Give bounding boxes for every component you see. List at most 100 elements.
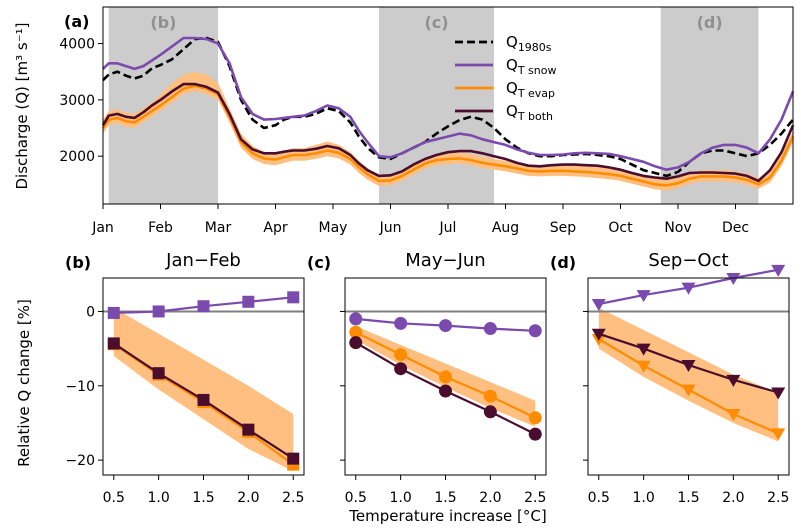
marker-qt-snow: [681, 282, 696, 295]
marker-qt-evap: [528, 411, 542, 425]
marker-qt-both: [528, 427, 542, 441]
marker-qt-snow: [591, 299, 606, 312]
temp-tick-label: 2.0: [479, 490, 501, 506]
month-label: Sep: [550, 220, 577, 236]
temp-tick-label: 2.0: [237, 490, 259, 506]
line-qt-evap: [101, 84, 795, 187]
temp-tick-label: 1.0: [633, 490, 655, 506]
discharge-tick-label: 2000: [59, 149, 95, 165]
panel-label: (b): [65, 253, 91, 272]
month-label: Mar: [205, 220, 232, 236]
legend-label-evap: QT evap: [506, 79, 555, 100]
temp-tick-label: 2.0: [722, 490, 744, 506]
marker-qt-both: [394, 362, 408, 376]
bottom-panels: 0.5 1.0 1.5 2.0 2.5 0 −10 −20 (b) Jan−Feb 0.5 1.0 1.…: [65, 250, 790, 506]
marker-qt-both: [197, 393, 210, 406]
shade-labels: (b) (c) (d): [150, 13, 722, 32]
relative-change-axis-label: Relative Q change [%]: [15, 299, 33, 467]
marker-qt-snow: [242, 295, 255, 308]
month-label: Dec: [722, 220, 749, 236]
panel-title: Jan−Feb: [165, 250, 241, 271]
marker-qt-both: [287, 452, 300, 465]
marker-qt-snow: [349, 312, 363, 326]
temp-tick-label: 0.5: [345, 490, 367, 506]
month-label: Nov: [664, 220, 691, 236]
discharge-tick-label: 3000: [59, 93, 95, 109]
change-tick-label: 0: [86, 304, 95, 320]
marker-qt-snow: [483, 322, 497, 336]
panel-label: (d): [550, 253, 576, 272]
marker-qt-both: [483, 405, 497, 419]
shaded-periods: [108, 7, 759, 204]
panel--d-: 0.5 1.0 1.5 2.0 2.5 (d) Sep−Oct: [550, 250, 790, 506]
marker-qt-evap: [483, 389, 497, 403]
evap-uncertainty-band: [103, 71, 793, 191]
legend-label-snow: QT snow: [506, 56, 556, 77]
month-label: Aug: [492, 220, 519, 236]
panel--c-: 0.5 1.0 1.5 2.0 2.5 (c) May−Jun: [307, 250, 547, 506]
discharge-series: [101, 36, 795, 187]
temp-tick-label: 0.5: [588, 490, 610, 506]
marker-qt-evap: [349, 325, 363, 339]
temp-tick-label: 1.5: [677, 490, 699, 506]
discharge-ticks: 2000 3000 4000: [59, 37, 103, 165]
month-label: Feb: [148, 220, 173, 236]
month-label: May: [319, 220, 348, 236]
marker-qt-evap: [394, 348, 408, 362]
marker-qt-snow: [197, 300, 210, 313]
legend-label-q1980s: Q1980s: [506, 33, 552, 54]
line-qt-snow: [102, 36, 795, 171]
temp-tick-label: 0.5: [103, 490, 125, 506]
temp-tick-label: 2.5: [282, 490, 304, 506]
line-qt-both: [101, 82, 795, 183]
evap-band: [113, 307, 294, 472]
month-label: Jun: [379, 220, 402, 236]
marker-qt-snow: [439, 319, 452, 333]
shade-label-1: (b): [150, 13, 176, 32]
month-label: Apr: [263, 220, 287, 236]
panel-title: May−Jun: [405, 250, 485, 271]
marker-qt-both: [636, 343, 651, 356]
change-tick-label: −10: [65, 379, 95, 395]
shade-label-3: (d): [697, 13, 723, 32]
temp-tick-label: 1.0: [390, 490, 412, 506]
marker-qt-evap: [681, 384, 696, 397]
marker-qt-both: [107, 337, 120, 350]
marker-qt-evap: [726, 409, 741, 422]
marker-qt-evap: [439, 370, 452, 384]
month-label: Jul: [439, 220, 457, 236]
change-tick-label: −20: [65, 453, 95, 469]
marker-qt-snow: [726, 273, 741, 285]
marker-qt-both: [771, 387, 786, 400]
legend-label-both: QT both: [506, 102, 553, 123]
marker-qt-snow: [287, 291, 300, 304]
marker-qt-snow: [394, 316, 408, 330]
panel-label: (c): [307, 253, 331, 272]
marker-qt-both: [726, 374, 741, 387]
marker-qt-evap: [771, 428, 786, 441]
temp-tick-label: 2.5: [767, 490, 789, 506]
marker-qt-both: [152, 367, 165, 380]
shade-label-2: (c): [424, 13, 448, 32]
marker-qt-both: [349, 336, 363, 350]
marker-qt-snow: [636, 290, 651, 303]
discharge-axis-label: Discharge (Q) [m³ s⁻¹]: [13, 22, 31, 189]
panel-title: Sep−Oct: [648, 250, 728, 271]
marker-qt-snow: [771, 264, 786, 277]
panel-label-a: (a): [64, 12, 89, 31]
evap-band: [598, 307, 779, 442]
marker-qt-both: [681, 359, 696, 372]
temp-tick-label: 1.5: [434, 490, 456, 506]
marker-qt-evap: [636, 360, 651, 373]
temp-tick-label: 1.0: [148, 490, 170, 506]
panel-a: Jan Feb Mar Apr May Jun Jul Aug Sep Oct Nov Dec 200…: [13, 6, 795, 236]
discharge-tick-label: 4000: [59, 37, 95, 53]
evap-band-a: [103, 71, 793, 191]
month-label: Jan: [91, 220, 114, 236]
marker-qt-snow: [528, 324, 542, 338]
marker-qt-both: [591, 328, 606, 341]
shaded-period-2: [379, 7, 494, 204]
temp-tick-label: 2.5: [524, 490, 546, 506]
